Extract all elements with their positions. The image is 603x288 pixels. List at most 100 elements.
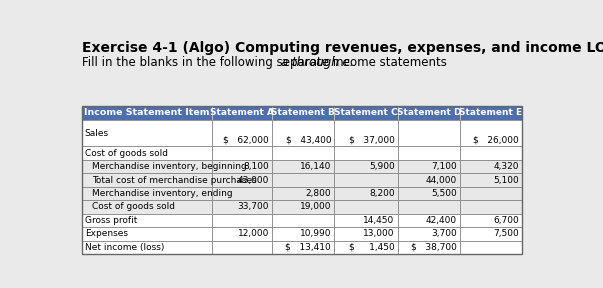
Bar <box>398 200 459 214</box>
Bar <box>459 120 522 147</box>
Text: Cost of goods sold: Cost of goods sold <box>84 149 168 158</box>
Bar <box>272 187 334 200</box>
Text: 2,800: 2,800 <box>306 189 331 198</box>
Bar <box>398 120 459 147</box>
Bar <box>459 160 522 173</box>
Bar <box>459 240 522 254</box>
Text: a through e.: a through e. <box>281 56 353 69</box>
Text: Merchandise inventory, beginning: Merchandise inventory, beginning <box>92 162 247 171</box>
Bar <box>81 147 212 160</box>
Text: 14,450: 14,450 <box>364 216 395 225</box>
Text: 5,100: 5,100 <box>493 176 519 185</box>
Bar <box>272 173 334 187</box>
Text: $   13,410: $ 13,410 <box>285 243 331 252</box>
Text: Statement C: Statement C <box>334 108 398 118</box>
Text: 12,000: 12,000 <box>238 229 269 238</box>
Text: $   37,000: $ 37,000 <box>349 135 395 144</box>
Bar <box>334 160 398 173</box>
Bar <box>81 106 522 254</box>
Bar <box>272 106 334 120</box>
Text: Income Statement Item: Income Statement Item <box>84 108 209 118</box>
Bar <box>272 214 334 227</box>
Text: 16,140: 16,140 <box>300 162 331 171</box>
Bar <box>272 227 334 240</box>
Bar <box>272 200 334 214</box>
Text: Total cost of merchandise purchases: Total cost of merchandise purchases <box>92 176 257 185</box>
Text: Expenses: Expenses <box>84 229 128 238</box>
Text: 33,700: 33,700 <box>238 202 269 211</box>
Bar <box>81 200 212 214</box>
Bar <box>81 106 212 120</box>
Bar <box>398 227 459 240</box>
Text: 3,700: 3,700 <box>431 229 456 238</box>
Bar <box>212 200 272 214</box>
Text: 5,500: 5,500 <box>431 189 456 198</box>
Bar <box>212 240 272 254</box>
Bar <box>81 240 212 254</box>
Bar <box>398 240 459 254</box>
Text: 42,400: 42,400 <box>426 216 456 225</box>
Bar <box>212 160 272 173</box>
Bar <box>459 173 522 187</box>
Bar <box>398 160 459 173</box>
Text: Statement A: Statement A <box>210 108 274 118</box>
Text: 8,200: 8,200 <box>369 189 395 198</box>
Bar <box>81 187 212 200</box>
Text: Gross profit: Gross profit <box>84 216 137 225</box>
Text: Statement D: Statement D <box>397 108 461 118</box>
Bar <box>334 214 398 227</box>
Text: Exercise 4-1 (Algo) Computing revenues, expenses, and income LO C1: Exercise 4-1 (Algo) Computing revenues, … <box>81 41 603 55</box>
Text: 8,100: 8,100 <box>244 162 269 171</box>
Text: Merchandise inventory, ending: Merchandise inventory, ending <box>92 189 233 198</box>
Bar <box>334 120 398 147</box>
Text: 7,500: 7,500 <box>493 229 519 238</box>
Bar <box>459 200 522 214</box>
Bar <box>272 240 334 254</box>
Bar <box>272 120 334 147</box>
Bar <box>212 187 272 200</box>
Bar <box>334 227 398 240</box>
Bar <box>459 106 522 120</box>
Text: 10,990: 10,990 <box>300 229 331 238</box>
Text: Cost of goods sold: Cost of goods sold <box>92 202 175 211</box>
Bar <box>398 147 459 160</box>
Bar <box>459 227 522 240</box>
Bar <box>212 147 272 160</box>
Text: Fill in the blanks in the following separate income statements: Fill in the blanks in the following sepa… <box>81 56 450 69</box>
Text: $   43,400: $ 43,400 <box>285 135 331 144</box>
Bar <box>459 147 522 160</box>
Bar <box>81 214 212 227</box>
Bar <box>334 147 398 160</box>
Bar <box>81 227 212 240</box>
Text: $     1,450: $ 1,450 <box>349 243 395 252</box>
Text: $   26,000: $ 26,000 <box>473 135 519 144</box>
Bar <box>212 173 272 187</box>
Bar <box>459 214 522 227</box>
Bar <box>272 147 334 160</box>
Bar <box>81 173 212 187</box>
Text: 19,000: 19,000 <box>300 202 331 211</box>
Bar <box>334 106 398 120</box>
Bar <box>398 214 459 227</box>
Bar <box>398 187 459 200</box>
Text: Net income (loss): Net income (loss) <box>84 243 164 252</box>
Text: 13,000: 13,000 <box>363 229 395 238</box>
Bar <box>212 227 272 240</box>
Bar <box>398 106 459 120</box>
Bar <box>81 160 212 173</box>
Text: Statement E: Statement E <box>459 108 522 118</box>
Bar <box>212 214 272 227</box>
Text: 4,320: 4,320 <box>493 162 519 171</box>
Text: Sales: Sales <box>84 128 109 138</box>
Bar <box>459 187 522 200</box>
Text: 6,700: 6,700 <box>493 216 519 225</box>
Bar <box>334 173 398 187</box>
Bar <box>81 120 212 147</box>
Bar <box>334 187 398 200</box>
Bar <box>334 200 398 214</box>
Bar <box>212 120 272 147</box>
Bar <box>334 240 398 254</box>
Bar <box>272 160 334 173</box>
Text: Statement B: Statement B <box>271 108 335 118</box>
Bar <box>398 173 459 187</box>
